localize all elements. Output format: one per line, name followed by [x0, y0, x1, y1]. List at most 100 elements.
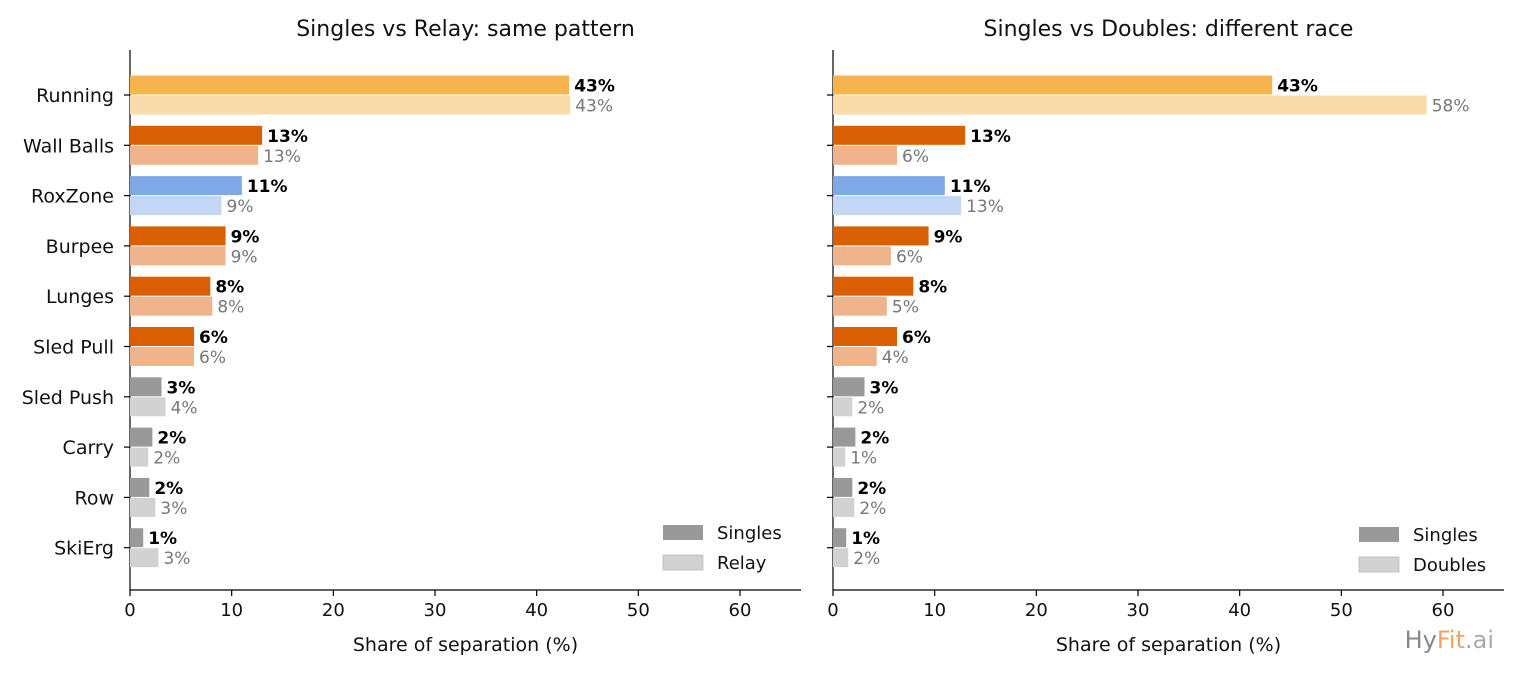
- panel1-bar-singles: [130, 377, 162, 397]
- panel1-bar-singles: [130, 75, 570, 95]
- panel2-x-tick-label: 60: [1432, 600, 1455, 621]
- panel2-legend-swatch-singles: [1359, 527, 1399, 542]
- panel1-bar-singles: [130, 528, 144, 548]
- panel1-data-label-singles: 1%: [148, 529, 177, 549]
- panel1-category-label: Sled Push: [22, 387, 114, 409]
- panel2-bar-singles: [833, 427, 856, 447]
- panel1-bar-relay: [130, 196, 222, 216]
- panel2-x-tick-label: 0: [827, 600, 838, 621]
- panel1-data-label-relay: 3%: [163, 549, 190, 569]
- panel1-x-tick-label: 0: [124, 600, 135, 621]
- panel1-x-tick-label: 60: [729, 600, 752, 621]
- panel1-data-label-singles: 6%: [199, 328, 228, 348]
- panel2-bar-singles: [833, 276, 914, 296]
- panel1-category-label: Wall Balls: [23, 135, 114, 157]
- panel1-bar-relay: [130, 246, 226, 266]
- panel1-x-tick-label: 20: [322, 600, 345, 621]
- panel2-x-tick-label: 30: [1127, 600, 1150, 621]
- brand-logo: HyFit.ai: [1405, 626, 1494, 654]
- panel2-bar-doubles: [833, 347, 877, 366]
- panel2-bar-doubles: [833, 296, 887, 316]
- panel2-bar-singles: [833, 528, 847, 548]
- panel2-data-label-singles: 2%: [857, 479, 886, 499]
- panel2-data-label-doubles: 6%: [902, 147, 929, 167]
- panel1-x-tick-label: 50: [627, 600, 650, 621]
- panel1-data-label-singles: 9%: [231, 227, 260, 247]
- panel1-data-label-singles: 43%: [574, 77, 615, 97]
- panel1-category-label: Lunges: [46, 286, 114, 308]
- panel1-data-label-relay: 4%: [171, 398, 198, 418]
- panel2-legend-label-doubles: Doubles: [1413, 555, 1486, 576]
- panel2-bar-doubles: [833, 497, 855, 517]
- brand-hy: Hy: [1404, 626, 1437, 654]
- panel1-data-label-singles: 2%: [157, 429, 186, 449]
- panel2-data-label-singles: 43%: [1277, 77, 1318, 97]
- panel2-bar-singles: [833, 75, 1273, 95]
- panel1-category-label: Burpee: [46, 236, 114, 258]
- panel2-bar-singles: [833, 125, 966, 145]
- panel1-bar-singles: [130, 477, 150, 497]
- panel2-x-tick-label: 10: [923, 600, 946, 621]
- panel2-data-label-doubles: 2%: [859, 499, 886, 519]
- panel1-category-label: Sled Pull: [33, 337, 114, 359]
- panel2-bar-singles: [833, 377, 865, 397]
- panel1-bar-singles: [130, 427, 153, 447]
- panel1-bar-relay: [130, 548, 159, 568]
- panel2-data-label-singles: 3%: [870, 378, 899, 398]
- panel2-data-label-doubles: 2%: [853, 549, 880, 569]
- panel2-bar-doubles: [833, 196, 962, 216]
- panel1-bar-relay: [130, 447, 149, 467]
- panel1-category-label: Running: [36, 85, 114, 107]
- panel2-legend-label-singles: Singles: [1413, 525, 1478, 546]
- panel2-chart-title: Singles vs Doubles: different race: [984, 17, 1354, 42]
- panel1-data-label-singles: 8%: [215, 278, 244, 298]
- panel1-x-tick-label: 30: [424, 600, 447, 621]
- panel2-data-label-doubles: 58%: [1432, 97, 1470, 117]
- panel2-bar-doubles: [833, 145, 898, 165]
- panel1-category-label: RoxZone: [31, 186, 114, 208]
- panel1-bar-relay: [130, 296, 213, 316]
- panel1-bar-relay: [130, 497, 156, 517]
- panel2-bar-doubles: [833, 397, 853, 417]
- panel1-category-label: SkiErg: [54, 538, 114, 560]
- panel1-data-label-relay: 9%: [231, 247, 258, 267]
- panel2-data-label-doubles: 6%: [896, 247, 923, 267]
- panel2-x-tick-label: 40: [1228, 600, 1251, 621]
- panel1-data-label-singles: 13%: [267, 127, 308, 147]
- brand-fit: Fit: [1436, 626, 1465, 654]
- panel1-bar-relay: [130, 347, 195, 366]
- panel1-x-tick-label: 10: [220, 600, 243, 621]
- panel1-bar-singles: [130, 327, 195, 346]
- panel1-legend-label-singles: Singles: [717, 523, 782, 544]
- panel1-data-label-singles: 2%: [154, 479, 183, 499]
- panel2-data-label-singles: 11%: [950, 177, 991, 197]
- brand-ai: .ai: [1464, 626, 1494, 654]
- panel2-data-label-doubles: 13%: [966, 197, 1004, 217]
- panel1-data-label-relay: 9%: [227, 197, 254, 217]
- panel1-legend-label-relay: Relay: [717, 553, 767, 574]
- panel1-data-label-relay: 8%: [217, 298, 244, 318]
- panel2-bar-singles: [833, 477, 853, 497]
- panel1-category-label: Carry: [63, 437, 114, 459]
- panel1-bar-relay: [130, 95, 571, 115]
- panel1-data-label-relay: 6%: [199, 348, 226, 368]
- panel2-data-label-singles: 1%: [851, 529, 880, 549]
- panel2-legend-swatch-doubles: [1358, 556, 1400, 573]
- panel2-bar-doubles: [833, 548, 849, 568]
- panel1-legend-swatch-relay: [662, 554, 704, 571]
- panel2-x-tick-label: 20: [1025, 600, 1048, 621]
- panel2-data-label-doubles: 2%: [857, 398, 884, 418]
- panel1-data-label-singles: 11%: [247, 177, 288, 197]
- panel2-x-axis-label: Share of separation (%): [1056, 634, 1281, 656]
- panel1-bar-singles: [130, 176, 242, 196]
- panel1-category-label: Row: [74, 487, 114, 509]
- panel2-bar-doubles: [833, 447, 846, 467]
- panel1-bar-singles: [130, 125, 263, 145]
- panel1-data-label-relay: 13%: [263, 147, 301, 167]
- panel2-data-label-doubles: 4%: [882, 348, 909, 368]
- panel2-data-label-singles: 2%: [860, 429, 889, 449]
- panel2-bar-doubles: [833, 246, 891, 266]
- panel2-bar-singles: [833, 226, 929, 246]
